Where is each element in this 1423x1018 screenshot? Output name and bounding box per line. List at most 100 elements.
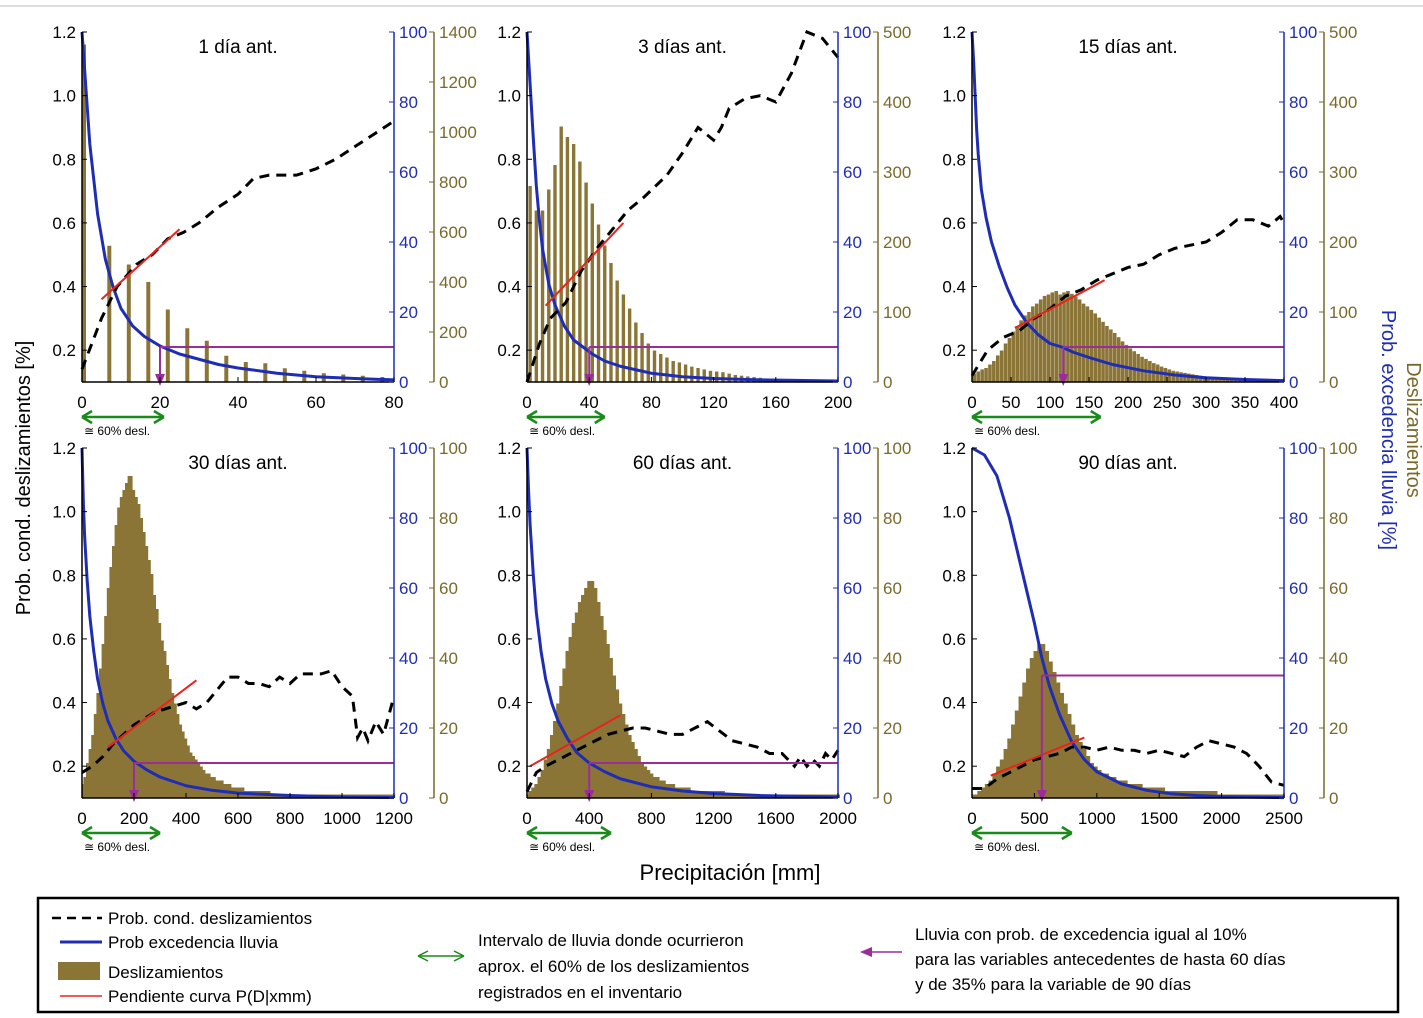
bar — [1081, 303, 1086, 382]
legend-arrow-purple-icon — [860, 947, 902, 957]
bar — [164, 665, 169, 798]
y-tick-label-left: 0.8 — [497, 150, 521, 169]
bar — [646, 343, 650, 382]
bar — [224, 355, 229, 382]
bar — [1062, 292, 1066, 382]
y-tick-label-olive: 0 — [883, 373, 892, 392]
y-tick-label-olive: 500 — [883, 23, 911, 42]
interval-label: ≅ 60% desl. — [84, 840, 150, 854]
x-tick-label: 350 — [1231, 393, 1259, 412]
bar — [565, 137, 570, 382]
bar — [101, 644, 107, 798]
bar — [690, 366, 694, 382]
slope-line — [544, 222, 625, 307]
slope-line — [1014, 279, 1106, 329]
interval-arrow-icon — [971, 825, 1073, 841]
y-tick-label-blue: 20 — [843, 303, 862, 322]
bar — [86, 763, 91, 798]
bar — [205, 773, 211, 798]
bar — [976, 371, 981, 382]
bar — [652, 350, 657, 382]
y-tick-label-olive: 100 — [1329, 303, 1357, 322]
y-tick-label-blue: 0 — [1289, 373, 1298, 392]
exceedance-curve — [80, 31, 395, 382]
y-tick-label-blue: 80 — [399, 509, 418, 528]
bar — [1112, 333, 1117, 382]
bar — [109, 567, 115, 798]
y-tick-label-left: 1.0 — [52, 503, 76, 522]
interval-label: ≅ 60% desl. — [974, 424, 1040, 438]
y-tick-label-olive: 80 — [1329, 509, 1348, 528]
bar — [534, 210, 539, 382]
bar — [988, 364, 992, 382]
bar — [999, 350, 1004, 382]
exceedance-curve — [971, 446, 1285, 800]
bar — [130, 490, 136, 798]
y-tick-label-olive: 100 — [1329, 439, 1357, 458]
y-tick-label-left: 1.2 — [497, 23, 521, 42]
interval-arrow-icon — [81, 409, 165, 425]
bar — [1101, 321, 1105, 382]
y-tick-label-olive: 600 — [439, 223, 467, 242]
x-tick-label: 2000 — [819, 809, 857, 828]
bar — [1105, 326, 1109, 382]
legend-purple-text-2: para las variables antecedentes de hasta… — [915, 950, 1285, 969]
bar — [615, 280, 619, 382]
bar — [138, 518, 143, 798]
bar — [126, 264, 131, 382]
bar — [1120, 341, 1125, 382]
y-tick-label-left: 1.2 — [942, 439, 966, 458]
panel-title: 30 días ant. — [188, 453, 287, 474]
bar — [210, 777, 216, 798]
bar — [112, 546, 117, 798]
panel-title: 90 días ant. — [1078, 453, 1177, 474]
bar — [1054, 291, 1059, 382]
y-tick-label-olive: 0 — [439, 789, 448, 808]
bar — [1109, 329, 1113, 382]
x-tick-label: 200 — [120, 809, 148, 828]
bar — [122, 490, 128, 798]
bar — [596, 224, 601, 382]
bar — [1070, 293, 1074, 382]
bar — [1179, 372, 1183, 382]
y-tick-label-blue: 20 — [399, 303, 418, 322]
bar — [91, 735, 97, 798]
x-tick-label: 300 — [1192, 393, 1220, 412]
bar — [132, 497, 138, 798]
bar — [165, 309, 170, 382]
bar — [156, 623, 162, 798]
bar — [721, 372, 725, 382]
bar — [1171, 370, 1176, 382]
bar — [127, 476, 133, 798]
y-tick-label-blue: 60 — [843, 579, 862, 598]
x-axis-label: Precipitación [mm] — [640, 860, 821, 885]
x-tick-label: 0 — [522, 809, 531, 828]
interval-label: ≅ 60% desl. — [84, 424, 150, 438]
bar — [528, 186, 532, 382]
cond-prob-curve — [81, 668, 396, 774]
legend-arrow-green-icon — [417, 950, 465, 962]
bar — [117, 507, 123, 798]
bar — [1003, 343, 1008, 382]
cond-prob-curve — [970, 214, 1286, 377]
panel-title: 60 días ant. — [633, 453, 732, 474]
bar — [702, 369, 706, 382]
bar — [158, 640, 164, 798]
y-tick-label-blue: 80 — [843, 93, 862, 112]
y-tick-label-left: 0.6 — [942, 630, 966, 649]
bar — [192, 759, 198, 798]
bar — [571, 144, 576, 382]
x-tick-label: 200 — [824, 393, 852, 412]
x-tick-label: 80 — [642, 393, 661, 412]
interval-arrow-icon — [81, 825, 161, 841]
x-tick-label: 20 — [151, 393, 170, 412]
panel-title: 3 días ant. — [638, 37, 727, 58]
y-tick-label-left: 0.6 — [497, 214, 521, 233]
bar — [146, 282, 151, 382]
cond-prob-curve — [525, 719, 840, 793]
y-tick-label-olive: 80 — [439, 509, 458, 528]
y-axis-label-right-olive: Deslizamientos — [1402, 362, 1423, 498]
bar — [119, 497, 125, 798]
y-tick-label-left: 0.6 — [942, 214, 966, 233]
bar — [1187, 373, 1191, 382]
